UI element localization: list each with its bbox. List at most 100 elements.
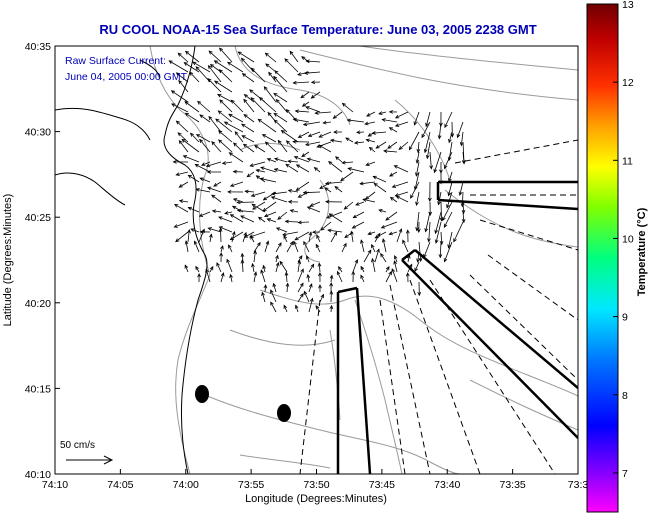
current-vector xyxy=(253,242,261,253)
current-vector xyxy=(462,151,465,164)
current-vector-head xyxy=(190,228,195,232)
current-vector-head xyxy=(249,163,254,167)
current-vector xyxy=(195,266,200,273)
current-vector-head xyxy=(236,208,242,213)
current-vector-head xyxy=(187,229,191,234)
current-vector xyxy=(178,140,189,153)
coastline xyxy=(55,46,208,474)
current-vector xyxy=(330,139,343,143)
current-vector-head xyxy=(346,118,351,123)
current-vector-head xyxy=(381,238,386,243)
current-vector-head xyxy=(255,175,260,180)
current-vector xyxy=(273,76,288,93)
current-vector-head xyxy=(189,71,194,76)
current-vector-head xyxy=(367,133,372,137)
current-vector-head xyxy=(226,258,230,263)
current-vector xyxy=(385,211,398,221)
x-tick-label: 73:3 xyxy=(568,479,589,491)
current-vector-head xyxy=(187,174,192,179)
current-vector-head xyxy=(243,98,248,103)
current-vector xyxy=(389,231,398,235)
current-vector-head xyxy=(250,193,256,197)
current-vector-head xyxy=(178,139,183,145)
current-vector-head xyxy=(241,135,246,139)
current-vector xyxy=(208,50,222,63)
current-vector-head xyxy=(444,123,448,129)
current-vector-head xyxy=(320,293,324,299)
x-tick-label: 74:00 xyxy=(173,479,199,491)
current-vector-head xyxy=(429,165,434,170)
current-vector xyxy=(438,121,442,139)
current-vector xyxy=(185,51,200,63)
current-vector xyxy=(305,106,321,113)
x-tick-label: 73:55 xyxy=(238,479,264,491)
current-vector xyxy=(297,268,304,283)
current-vector xyxy=(360,275,365,283)
current-vector-head xyxy=(279,260,284,265)
current-vector-head xyxy=(408,263,413,268)
current-vector xyxy=(363,198,376,203)
current-vector-head xyxy=(398,228,403,233)
current-vector xyxy=(345,137,354,143)
current-vector-head xyxy=(388,110,393,114)
current-vector-head xyxy=(283,234,288,240)
current-vector xyxy=(218,130,233,143)
current-vector-head xyxy=(306,157,312,162)
current-vector-head xyxy=(277,215,282,220)
current-vector xyxy=(271,191,288,195)
current-vector-head xyxy=(319,185,324,190)
current-vector-head xyxy=(447,156,452,162)
current-vector-head xyxy=(388,270,392,276)
current-vector xyxy=(294,156,310,163)
current-vector-head xyxy=(303,71,309,75)
current-vector xyxy=(189,71,200,83)
current-vector-head xyxy=(295,164,301,168)
current-vector-head xyxy=(241,123,246,128)
current-vector-head xyxy=(229,273,233,279)
current-vector-head xyxy=(223,121,229,126)
current-vector-head xyxy=(458,191,463,197)
current-vector-head xyxy=(270,191,276,196)
current-vector-head xyxy=(381,118,386,122)
current-vector xyxy=(241,135,255,143)
current-vector xyxy=(278,140,288,153)
current-vector-head xyxy=(251,262,255,268)
current-vector-head xyxy=(266,158,272,162)
current-vector xyxy=(199,114,211,123)
current-vector xyxy=(263,265,266,273)
current-vector-head xyxy=(217,110,222,115)
current-vector xyxy=(385,271,392,283)
current-vector xyxy=(392,181,409,188)
current-vector-head xyxy=(354,259,359,264)
current-vector-head xyxy=(371,131,376,135)
current-vector xyxy=(328,161,343,173)
current-vector xyxy=(244,231,255,238)
current-vector-head xyxy=(183,62,188,66)
current-vector-head xyxy=(341,160,346,165)
current-vector xyxy=(383,150,398,153)
current-vector-head xyxy=(256,241,261,247)
current-vector xyxy=(206,161,222,167)
current-vector-head xyxy=(209,233,213,238)
current-vector xyxy=(315,305,321,313)
current-vector xyxy=(440,201,442,221)
current-vector-head xyxy=(275,227,281,231)
current-vector-head xyxy=(285,282,290,287)
current-vector xyxy=(387,141,398,149)
current-vector xyxy=(448,231,453,248)
current-vector-head xyxy=(393,260,397,265)
current-vector xyxy=(460,131,464,146)
current-vector-head xyxy=(461,160,466,165)
current-vector-head xyxy=(198,213,204,217)
current-vector-head xyxy=(365,138,370,143)
current-vector xyxy=(425,211,431,232)
current-vector-head xyxy=(338,266,342,271)
current-vector-head xyxy=(389,172,394,177)
current-vector-head xyxy=(421,133,426,139)
current-vector-head xyxy=(273,112,278,117)
current-vector-head xyxy=(253,271,258,276)
current-vector xyxy=(240,215,255,223)
current-vector-head xyxy=(294,236,299,241)
current-vector-head xyxy=(459,142,464,147)
current-vector xyxy=(368,231,376,235)
